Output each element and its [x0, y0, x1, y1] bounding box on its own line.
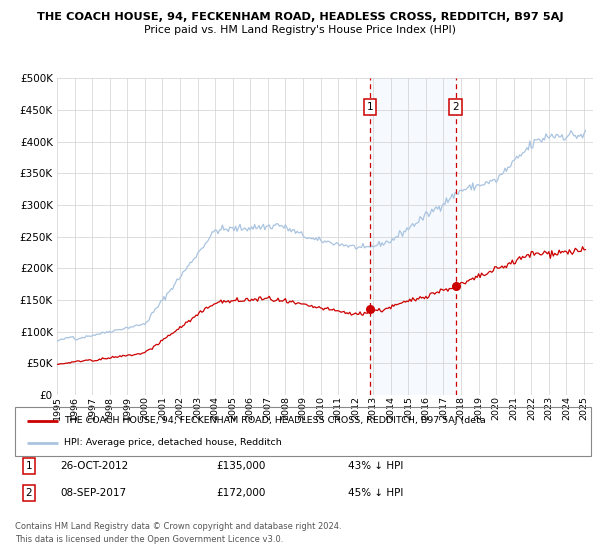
Text: £135,000: £135,000	[216, 461, 265, 471]
Text: 08-SEP-2017: 08-SEP-2017	[60, 488, 126, 498]
Text: Contains HM Land Registry data © Crown copyright and database right 2024.: Contains HM Land Registry data © Crown c…	[15, 522, 341, 531]
Bar	[370, 78, 455, 395]
Text: 45% ↓ HPI: 45% ↓ HPI	[348, 488, 403, 498]
Text: 43% ↓ HPI: 43% ↓ HPI	[348, 461, 403, 471]
Text: Price paid vs. HM Land Registry's House Price Index (HPI): Price paid vs. HM Land Registry's House …	[144, 25, 456, 35]
Text: 2: 2	[25, 488, 32, 498]
Text: THE COACH HOUSE, 94, FECKENHAM ROAD, HEADLESS CROSS, REDDITCH, B97 5AJ (deta: THE COACH HOUSE, 94, FECKENHAM ROAD, HEA…	[64, 417, 486, 426]
Text: £172,000: £172,000	[216, 488, 265, 498]
Text: 1: 1	[25, 461, 32, 471]
Text: HPI: Average price, detached house, Redditch: HPI: Average price, detached house, Redd…	[64, 438, 282, 447]
Text: This data is licensed under the Open Government Licence v3.0.: This data is licensed under the Open Gov…	[15, 535, 283, 544]
Text: 1: 1	[367, 102, 373, 112]
Text: THE COACH HOUSE, 94, FECKENHAM ROAD, HEADLESS CROSS, REDDITCH, B97 5AJ: THE COACH HOUSE, 94, FECKENHAM ROAD, HEA…	[37, 12, 563, 22]
Text: 26-OCT-2012: 26-OCT-2012	[60, 461, 128, 471]
Text: 2: 2	[452, 102, 459, 112]
